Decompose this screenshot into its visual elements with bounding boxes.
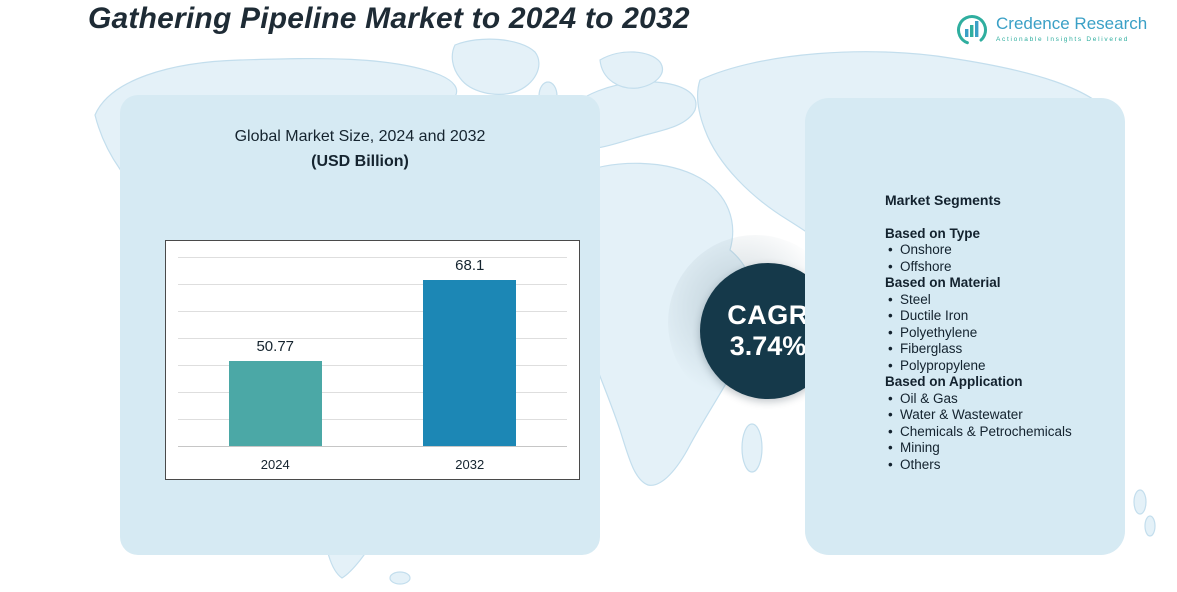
bar-2024 <box>228 360 322 446</box>
chart-title: Global Market Size, 2024 and 2032 <box>234 128 486 145</box>
bar-series: 50.77 68.1 <box>178 257 567 446</box>
segments-panel: Market Segments Based on Type Onshore Of… <box>805 98 1125 555</box>
chart-subtitle: (USD Billion) <box>311 153 409 170</box>
segment-heading-material: Based on Material <box>885 275 1001 290</box>
segment-heading-type: Based on Type <box>885 225 981 241</box>
x-axis-label-2032: 2032 <box>455 457 485 472</box>
x-axis-labels: 2024 2032 <box>178 457 567 472</box>
segment-list-material: Steel Ductile Iron Polyethylene Fibergla… <box>885 292 1109 375</box>
chart-panel: Global Market Size, 2024 and 2032 (USD B… <box>120 95 600 555</box>
bar-group-2032: 68.1 <box>423 257 517 446</box>
segment-list-application: Oil & Gas Water & Wastewater Chemicals &… <box>885 391 1109 474</box>
segment-item: Chemicals & Petrochemicals <box>885 424 1109 441</box>
x-axis-label-2024: 2024 <box>260 457 290 472</box>
segments-content: Market Segments Based on Type Onshore Of… <box>885 192 1109 473</box>
segment-item: Offshore <box>885 259 1109 276</box>
segment-heading-application: Based on Application <box>885 374 1023 389</box>
brand-text: Credence Research Actionable Insights De… <box>996 14 1147 43</box>
segment-item: Polypropylene <box>885 358 1109 375</box>
bar-2032 <box>423 280 517 446</box>
bar-chart: 50.77 68.1 2024 2032 <box>165 240 580 480</box>
brand-tagline: Actionable Insights Delivered <box>996 36 1130 43</box>
segment-item: Others <box>885 457 1109 474</box>
brand-name: Credence Research <box>996 14 1148 33</box>
page-title: Gathering Pipeline Market to 2024 to 203… <box>88 2 690 35</box>
segment-item: Fiberglass <box>885 341 1109 358</box>
segments-title: Market Segments <box>885 192 1001 208</box>
plot-area: 50.77 68.1 <box>178 257 567 447</box>
cagr-value: 3.74% <box>729 331 807 361</box>
segment-item: Onshore <box>885 242 1109 259</box>
bar-group-2024: 50.77 <box>228 257 322 446</box>
bar-value-2024: 50.77 <box>256 337 295 355</box>
segment-item: Polyethylene <box>885 325 1109 342</box>
segment-item: Water & Wastewater <box>885 407 1109 424</box>
segment-item: Ductile Iron <box>885 308 1109 325</box>
segment-item: Mining <box>885 440 1109 457</box>
bar-value-2032: 68.1 <box>455 257 485 274</box>
segment-item: Steel <box>885 292 1109 309</box>
brand-logo: Credence Research Actionable Insights De… <box>956 14 1147 46</box>
credence-logo-icon <box>957 15 987 45</box>
segment-item: Oil & Gas <box>885 391 1109 408</box>
segment-list-type: Onshore Offshore <box>885 242 1109 275</box>
cagr-label: CAGR <box>727 300 809 330</box>
